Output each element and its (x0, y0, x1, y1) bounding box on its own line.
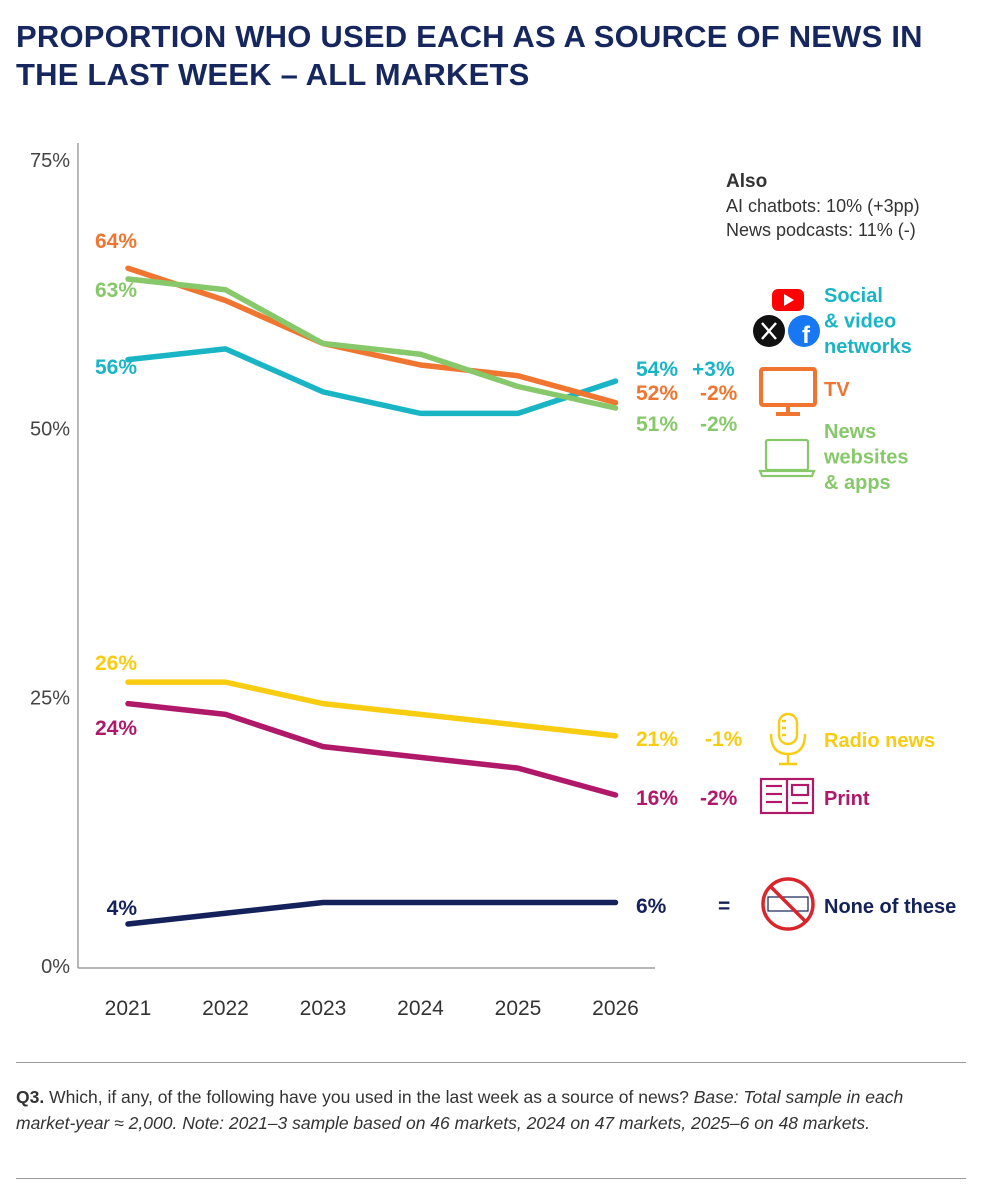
newspaper-photo-icon (790, 783, 810, 797)
also-note: Also AI chatbots: 10% (+3pp) News podcas… (726, 171, 920, 240)
series-line-none (125, 899, 619, 927)
legend-name-print: Print (824, 788, 870, 810)
question-text: Which, if any, of the following have you… (49, 1087, 689, 1107)
chart-title-line-1: PROPORTION WHO USED EACH AS A SOURCE OF … (16, 19, 923, 54)
end-label-social: 54% (636, 358, 678, 381)
newspaper-icon (759, 777, 815, 815)
start-label-none: 4% (107, 897, 138, 920)
youtube-play-icon (784, 294, 794, 306)
y-tick-label: 0% (41, 956, 70, 978)
x-tick-label: 2023 (300, 997, 347, 1020)
prohibited-slash-icon (768, 884, 808, 924)
chart-legend: Social & video networks TV News websites & app… (753, 285, 956, 931)
x-tick-label: 2025 (495, 997, 542, 1020)
series-line-social (125, 346, 619, 417)
laptop-screen-icon (764, 438, 810, 472)
legend-name-social: Social (824, 285, 883, 307)
laptop-base-icon (758, 469, 816, 478)
y-tick-label: 25% (30, 687, 70, 709)
change-label-social: +3% (692, 358, 735, 381)
start-label-online: 63% (95, 279, 137, 302)
chart-title: PROPORTION WHO USED EACH AS A SOURCE OF … (16, 18, 966, 94)
y-tick-label: 50% (30, 419, 70, 441)
base-note: Base: Total sample in each market-year ≈… (16, 1087, 904, 1133)
x-mark-icon (761, 322, 777, 340)
legend-name-online: websites (823, 447, 908, 469)
no-news-icon (761, 877, 815, 931)
start-label-print: 24% (95, 717, 137, 740)
microphone-icon (769, 712, 807, 766)
x-tick-label: 2021 (105, 997, 152, 1020)
legend-name-online: & apps (824, 472, 891, 494)
footer-divider-bottom (16, 1178, 966, 1179)
series-line-online (125, 276, 619, 411)
chart-labels: 56% 54% +3% 64% 52% -2% 63% 51% -2% 26% 21% -1% 24% 1… (95, 230, 743, 920)
legend-name-social: networks (824, 336, 912, 358)
tv-icon (759, 367, 817, 416)
chart-axes: 0% 25% 50% 75% 2021 2022 2023 2024 2025 2026 (30, 143, 655, 1020)
line-chart: 0%25%50%75%2021 2022 2023 2024 2025 2026 56% 5… (30, 143, 956, 1020)
legend-name-online: News (824, 421, 876, 443)
x-tick-label: 2022 (202, 997, 249, 1020)
series-line-print (125, 700, 619, 798)
change-label-online: -2% (700, 413, 738, 436)
also-heading: Also (726, 171, 767, 192)
social-video-icons: f (753, 289, 820, 349)
end-label-online: 51% (636, 413, 678, 436)
start-label-radio: 26% (95, 652, 137, 675)
start-label-social: 56% (95, 356, 137, 379)
chart-title-line-2: THE LAST WEEK – ALL MARKETS (16, 57, 530, 92)
x-tick-label: 2024 (397, 997, 444, 1020)
end-label-radio: 21% (636, 728, 678, 751)
microphone-head-icon (777, 712, 799, 746)
start-label-tv: 64% (95, 230, 137, 253)
also-news-podcasts: News podcasts: 11% (-) (726, 220, 916, 240)
question-label: Q3. (16, 1087, 45, 1107)
x-tick-label: 2026 (592, 997, 639, 1020)
laptop-icon (758, 438, 816, 478)
change-label-radio: -1% (705, 728, 743, 751)
series-line-radio (125, 679, 619, 739)
change-label-none: = (718, 895, 730, 918)
legend-name-radio: Radio news (824, 730, 935, 752)
end-label-print: 16% (636, 787, 678, 810)
end-label-none: 6% (636, 895, 667, 918)
facebook-icon (788, 315, 820, 347)
y-tick-label: 75% (30, 150, 70, 172)
footer-divider-top (16, 1062, 966, 1063)
legend-name-none: None of these (824, 896, 956, 918)
tv-screen-icon (759, 367, 817, 407)
footer-note: Q3. Which, if any, of the following have… (16, 1084, 946, 1136)
legend-name-tv: TV (824, 379, 850, 401)
facebook-letter-icon: f (802, 322, 811, 349)
legend-name-social: & video (824, 311, 896, 333)
change-label-print: -2% (700, 787, 738, 810)
end-label-tv: 52% (636, 382, 678, 405)
change-label-tv: -2% (700, 382, 738, 405)
chart-lines (125, 265, 619, 927)
series-line-tv (125, 265, 619, 406)
also-ai-chatbots: AI chatbots: 10% (+3pp) (726, 196, 920, 216)
